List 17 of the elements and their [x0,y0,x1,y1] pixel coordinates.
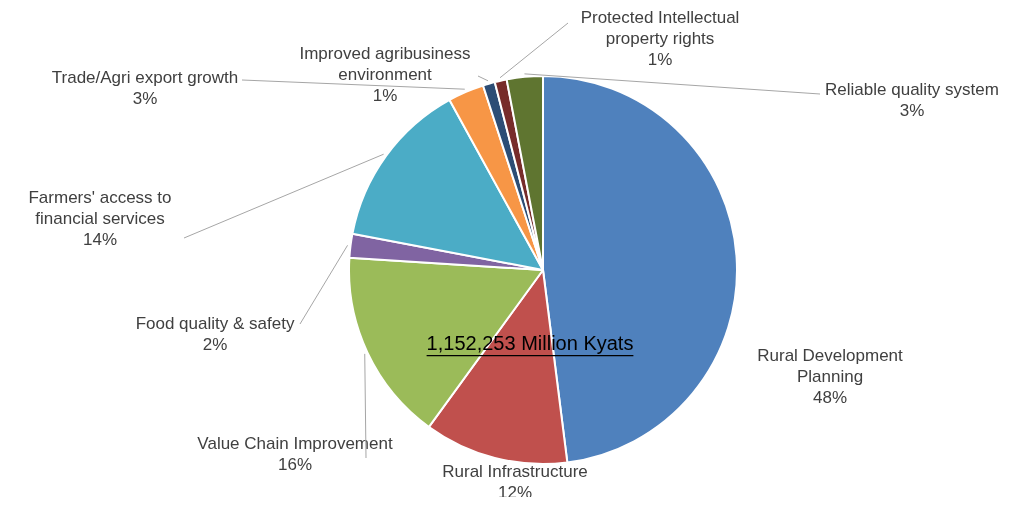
slice-label: Rural Development Planning [757,346,904,387]
data-label: 3% [132,89,158,109]
data-label: 1% [372,86,398,106]
slice-label: Farmers' access to financial services [28,188,172,229]
slice-label: Reliable quality system [825,80,999,100]
slice-label: Improved agribusiness environment [299,44,471,85]
slice-label: Trade/Agri export growth [51,68,239,88]
data-label: 2% [202,335,228,355]
slice-label: Protected Intellectual property rights [580,8,740,49]
slice-label: Food quality & safety [135,314,295,334]
slice-label: Rural Infrastructure [442,462,588,482]
data-label: 14% [82,230,118,250]
slice-label: Value Chain Improvement [197,434,393,454]
data-label: 48% [812,388,848,408]
data-label: 16% [277,455,313,475]
data-label: 3% [899,101,925,121]
data-label: 1% [647,50,673,70]
